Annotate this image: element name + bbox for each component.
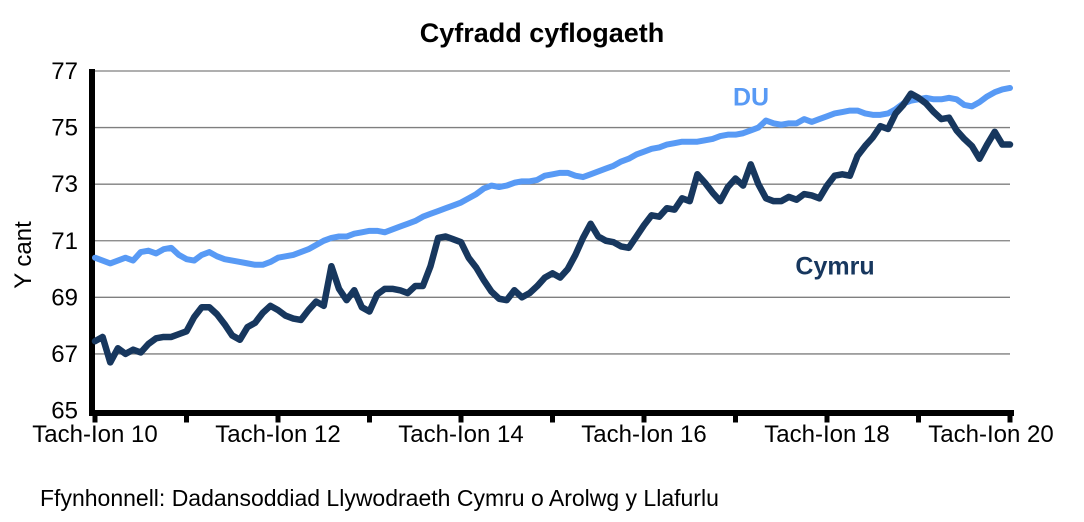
x-tick-label: Tach-Ion 10 <box>32 421 157 448</box>
du-line <box>92 84 1013 268</box>
cymru-series-label: Cymru <box>795 252 875 281</box>
x-tick-label: Tach-Ion 20 <box>928 421 1053 448</box>
y-tick-label: 77 <box>51 58 78 85</box>
y-tick-label: 69 <box>51 284 78 311</box>
y-tick-label: 67 <box>51 341 78 368</box>
x-tick-label: Tach-Ion 12 <box>215 421 340 448</box>
y-tick-label: 73 <box>51 171 78 198</box>
y-tick-label: 71 <box>51 228 78 255</box>
x-tick-label: Tach-Ion 18 <box>764 421 889 448</box>
y-tick-label: 75 <box>51 115 78 142</box>
y-tick-label: 65 <box>51 398 78 425</box>
chart-title: Cyfradd cyflogaeth <box>419 18 665 48</box>
du-series-label: DU <box>732 83 770 112</box>
source-note: Ffynhonnell: Dadansoddiad Llywodraeth Cy… <box>40 485 719 511</box>
x-tick-label: Tach-Ion 14 <box>398 421 523 448</box>
cymru-line <box>91 90 1014 366</box>
x-tick-label: Tach-Ion 16 <box>581 421 706 448</box>
